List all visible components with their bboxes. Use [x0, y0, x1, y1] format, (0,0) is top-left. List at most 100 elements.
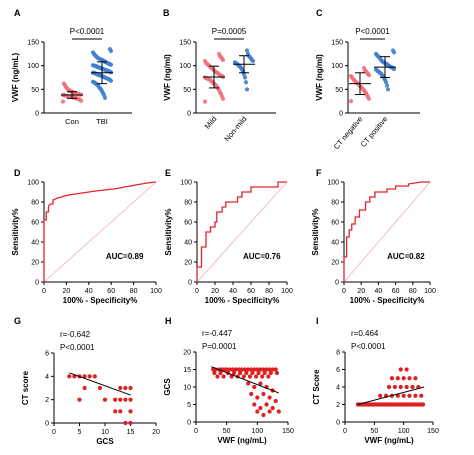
data-point	[417, 402, 422, 407]
y-tick-label: 100	[27, 63, 39, 70]
data-point	[386, 384, 392, 390]
y-tick-label: 20	[184, 260, 192, 267]
p-value: P<0.0001	[70, 27, 105, 36]
data-point	[123, 385, 128, 391]
group-0	[60, 81, 84, 104]
category-label: TBI	[96, 117, 108, 126]
reference-diagonal	[196, 181, 288, 283]
y-tick-label: 10	[183, 385, 191, 392]
r-value: r=-0.642	[60, 330, 91, 339]
data-point	[267, 367, 272, 372]
data-point	[401, 376, 406, 381]
y-tick-label: 15	[183, 367, 191, 374]
data-point	[258, 367, 263, 372]
y-tick-label: 80	[184, 200, 192, 207]
data-point	[385, 87, 391, 92]
y-tick-label: 100	[327, 180, 339, 187]
panel-a: A 0 50 100 150 VWF (ng/mL) Con TBI P<0.0001	[11, 8, 132, 126]
x-tick-label: 0	[42, 288, 46, 295]
data-point	[276, 409, 281, 414]
data-point	[419, 393, 424, 398]
data-point	[256, 370, 261, 376]
roc-curve	[43, 181, 157, 282]
roc-curve	[196, 181, 287, 282]
data-point	[107, 47, 113, 52]
y-tick-label: 80	[31, 200, 39, 207]
panel-label-b: B	[163, 8, 170, 18]
group-1	[232, 48, 256, 92]
data-point	[378, 402, 383, 407]
group-1	[90, 47, 114, 100]
x-tick-label: 80	[265, 288, 273, 295]
x-tick-label: 20	[152, 429, 160, 436]
x-tick-label: 0	[342, 288, 346, 295]
y-tick-label: 50	[31, 87, 39, 94]
x-tick-label: 15	[127, 429, 135, 436]
y-tick-label: 5	[187, 402, 191, 409]
data-point	[384, 83, 390, 88]
data-point	[212, 370, 217, 376]
x-tick-label: 20	[63, 288, 71, 295]
data-point	[244, 48, 250, 53]
x-tick-label: 100	[251, 428, 263, 435]
data-point	[254, 374, 259, 379]
data-point	[123, 420, 128, 426]
data-point	[255, 367, 260, 372]
data-point	[398, 384, 403, 390]
p-value: P=0.0001	[202, 342, 237, 351]
y-tick-label: 2	[45, 397, 49, 404]
data-point	[273, 367, 278, 372]
data-point	[348, 99, 354, 104]
x-tick-label: 60	[247, 288, 255, 295]
data-point	[239, 367, 245, 372]
data-point	[273, 398, 278, 404]
data-point	[368, 402, 373, 407]
data-point	[407, 393, 412, 398]
p-value: P<0.0001	[351, 342, 386, 351]
data-point	[382, 402, 387, 407]
panel-label-h: H	[165, 316, 172, 326]
y-tick-label: 20	[331, 260, 339, 267]
data-point	[252, 384, 257, 390]
data-point	[90, 79, 96, 84]
data-point	[241, 374, 246, 379]
x-tick-label: 60	[107, 288, 115, 295]
data-point	[385, 402, 390, 407]
y-tick-label: 0	[45, 421, 49, 428]
y-tick-label: 40	[331, 240, 339, 247]
x-tick-label: 100	[398, 428, 410, 435]
y-tick-label: 150	[179, 40, 191, 47]
data-point	[202, 58, 208, 64]
data-point	[246, 381, 251, 386]
data-point	[410, 402, 415, 407]
category-label: CT negative	[332, 115, 365, 152]
x-tick-label: 80	[409, 288, 417, 295]
panel-d: D 0 20 40 60 80 100 0 20 40 60 80 100 Sensitivity% 100…	[11, 168, 162, 305]
roc-curve	[343, 181, 430, 282]
data-point	[244, 370, 249, 376]
panel-f: F 0 20 40 60 80 100 0 20 40 60 80 100 Sensitivity% 100…	[311, 168, 436, 305]
data-point	[398, 367, 403, 372]
y-tick-label: 2	[336, 402, 340, 409]
data-point	[395, 376, 400, 381]
regression-line	[69, 372, 131, 396]
data-point	[224, 367, 229, 372]
data-point	[413, 402, 419, 407]
data-point	[90, 63, 96, 68]
data-point	[261, 367, 266, 372]
data-point	[202, 99, 208, 104]
data-point	[221, 374, 226, 379]
x-tick-label: 20	[357, 288, 365, 295]
x-tick-label: 100	[424, 288, 436, 295]
x-tick-label: 0	[52, 429, 56, 436]
data-point	[390, 48, 396, 53]
y-axis-label: Sensitivity%	[311, 208, 320, 255]
data-point	[268, 370, 273, 376]
data-point	[60, 99, 66, 104]
data-point	[255, 395, 260, 400]
y-tick-label: 0	[339, 111, 343, 118]
panel-i: I 0 2 4 6 8 0 50 100 150 CT Score VWF (ng/mL) r=0.46…	[312, 316, 439, 445]
panel-b: B 0 50 100 150 VWF (ng/ml) Mild Non-mild P=0.000…	[163, 8, 276, 143]
y-tick-label: 100	[27, 180, 39, 187]
